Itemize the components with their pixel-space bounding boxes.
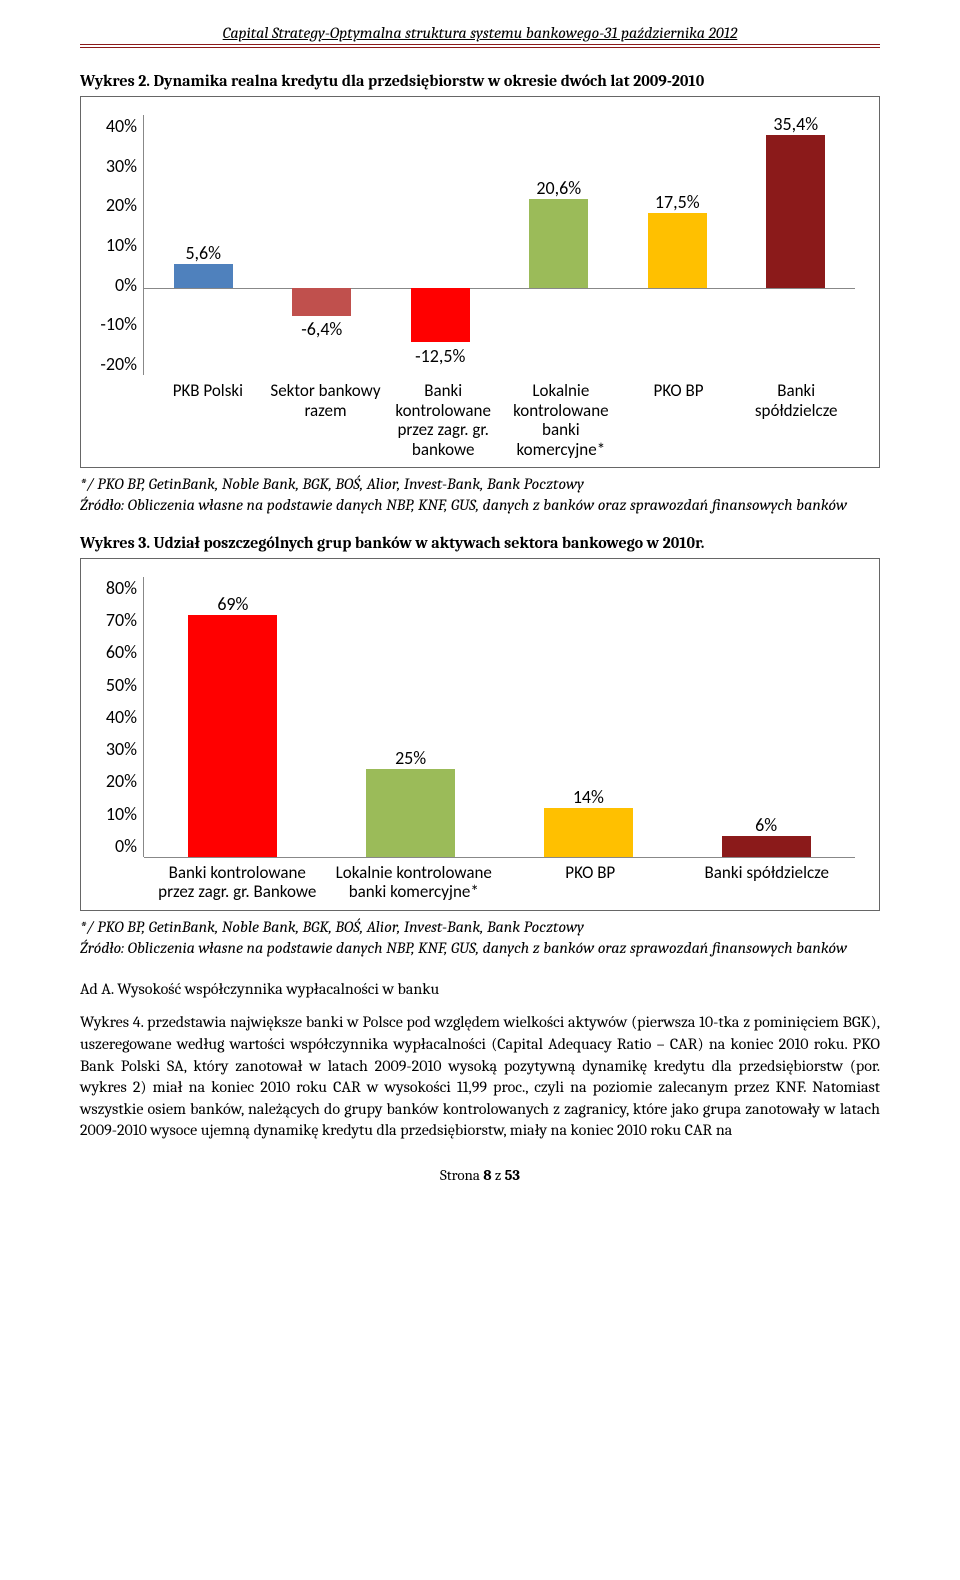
ytick-label: 40% <box>99 706 137 728</box>
bar-value-label: 17,5% <box>618 191 737 213</box>
bar-value-label: 20,6% <box>500 177 619 199</box>
bar-value-label: -6,4% <box>263 318 382 340</box>
bar <box>648 213 707 289</box>
xaxis-label: PKO BP <box>502 857 679 902</box>
bar-column: 14% <box>500 577 678 857</box>
page-footer: Strona 8 z 53 <box>80 1166 880 1184</box>
xaxis-label: PKO BP <box>620 375 738 459</box>
chart1-bars: 5,6% -6,4% -12,5% 20,6%17,5% 35,4% <box>144 115 855 375</box>
xaxis-label: Banki kontrolowane przez zagr. gr. Banko… <box>149 857 326 902</box>
footnote2-line1: */ PKO BP, GetinBank, Noble Bank, BGK, B… <box>80 918 584 936</box>
chart2-zero-line <box>144 857 855 858</box>
footer-prefix: Strona <box>440 1166 483 1184</box>
bar-column: 5,6% <box>144 115 263 375</box>
chart2-yaxis: 80% 70% 60% 50% 40% 30% 20% 10% 0% <box>99 577 143 857</box>
bar <box>174 264 233 288</box>
footnote1-line2: Źródło: Obliczenia własne na podstawie d… <box>80 496 847 514</box>
bar <box>188 615 277 857</box>
ytick-label: 10% <box>99 803 137 825</box>
page-header: Capital Strategy-Optymalna struktura sys… <box>80 20 880 42</box>
bar <box>411 288 470 342</box>
chart1-footnote: */ PKO BP, GetinBank, Noble Bank, BGK, B… <box>80 474 880 516</box>
xaxis-label: PKB Polski <box>149 375 267 459</box>
xaxis-label: Banki spółdzielcze <box>679 857 856 902</box>
ytick-label: 0% <box>99 274 137 296</box>
chart1-title: Wykres 2. Dynamika realna kredytu dla pr… <box>80 72 880 90</box>
chart2-xaxis: Banki kontrolowane przez zagr. gr. Banko… <box>149 857 855 902</box>
footnote1-line1: */ PKO BP, GetinBank, Noble Bank, BGK, B… <box>80 475 584 493</box>
chart1-xaxis: PKB PolskiSektor bankowy razemBanki kont… <box>149 375 855 459</box>
header-rule <box>80 44 880 48</box>
footnote2-line2: Źródło: Obliczenia własne na podstawie d… <box>80 939 847 957</box>
bar <box>366 769 455 857</box>
bar <box>766 135 825 288</box>
chart1-box: 40% 30% 20% 10% 0% -10% -20% 5,6% -6,4% -12,5% 20… <box>80 96 880 468</box>
ytick-label: 30% <box>99 155 137 177</box>
bar-value-label: 14% <box>500 786 678 808</box>
bar <box>544 808 633 857</box>
ytick-label: -20% <box>99 353 137 375</box>
bar-value-label: 6% <box>677 814 855 836</box>
chart1-plot: 5,6% -6,4% -12,5% 20,6%17,5% 35,4% <box>143 115 855 375</box>
ytick-label: 30% <box>99 738 137 760</box>
chart2: 80% 70% 60% 50% 40% 30% 20% 10% 0% 69% 25%14% 6% B… <box>99 577 855 902</box>
bar-value-label: 69% <box>144 593 322 615</box>
bar-column: 25% <box>322 577 500 857</box>
bar-value-label: 25% <box>322 747 500 769</box>
chart2-footnote: */ PKO BP, GetinBank, Noble Bank, BGK, B… <box>80 917 880 959</box>
ytick-label: -10% <box>99 313 137 335</box>
bar-column: -12,5% <box>381 115 500 375</box>
bar-value-label: -12,5% <box>381 345 500 367</box>
ytick-label: 60% <box>99 641 137 663</box>
bar-column: 35,4% <box>737 115 856 375</box>
bar <box>722 836 811 857</box>
chart1: 40% 30% 20% 10% 0% -10% -20% 5,6% -6,4% -12,5% 20… <box>99 115 855 459</box>
bar <box>292 288 351 316</box>
bar-column: 69% <box>144 577 322 857</box>
bar <box>529 199 588 288</box>
bar-value-label: 5,6% <box>144 242 263 264</box>
bar-column: 17,5% <box>618 115 737 375</box>
xaxis-label: Lokalnie kontrolowane banki komercyjne* <box>502 375 620 459</box>
xaxis-label: Banki kontrolowane przez zagr. gr. banko… <box>384 375 502 459</box>
ytick-label: 40% <box>99 115 137 137</box>
ytick-label: 0% <box>99 835 137 857</box>
chart2-plot: 69% 25%14% 6% <box>143 577 855 857</box>
chart2-title: Wykres 3. Udział poszczególnych grup ban… <box>80 534 880 552</box>
body-paragraph: Wykres 4. przedstawia największe banki w… <box>80 1012 880 1142</box>
footer-total: 53 <box>505 1166 520 1184</box>
chart2-box: 80% 70% 60% 50% 40% 30% 20% 10% 0% 69% 25%14% 6% B… <box>80 558 880 911</box>
ytick-label: 80% <box>99 577 137 599</box>
ytick-label: 70% <box>99 609 137 631</box>
section-heading: Ad A. Wysokość współczynnika wypłacalnoś… <box>80 980 880 998</box>
ytick-label: 10% <box>99 234 137 256</box>
bar-column: -6,4% <box>263 115 382 375</box>
bar-column: 6% <box>677 577 855 857</box>
chart2-bars: 69% 25%14% 6% <box>144 577 855 857</box>
bar-value-label: 35,4% <box>737 113 856 135</box>
bar-column: 20,6% <box>500 115 619 375</box>
ytick-label: 20% <box>99 194 137 216</box>
ytick-label: 50% <box>99 674 137 696</box>
xaxis-label: Lokalnie kontrolowane banki komercyjne* <box>326 857 503 902</box>
chart1-yaxis: 40% 30% 20% 10% 0% -10% -20% <box>99 115 143 375</box>
footer-sep: z <box>492 1166 505 1184</box>
xaxis-label: Sektor bankowy razem <box>267 375 385 459</box>
xaxis-label: Banki spółdzielcze <box>737 375 855 459</box>
ytick-label: 20% <box>99 770 137 792</box>
footer-page-num: 8 <box>483 1166 491 1184</box>
